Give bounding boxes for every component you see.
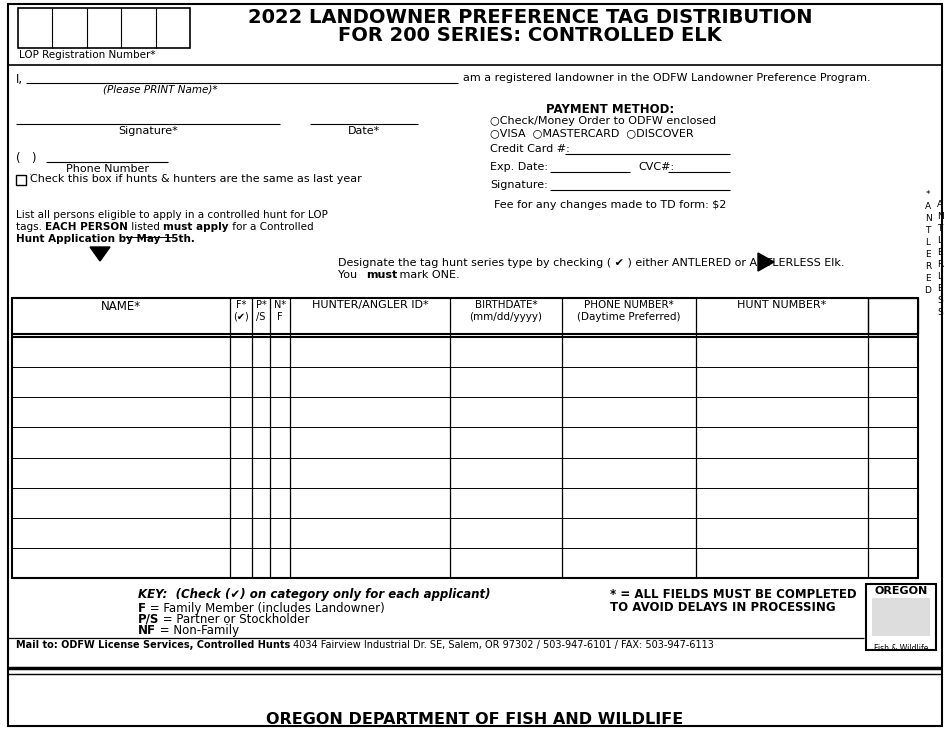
Text: L: L xyxy=(938,272,942,281)
Text: List all persons eligible to apply in a controlled hunt for LOP: List all persons eligible to apply in a … xyxy=(16,210,328,220)
Text: listed: listed xyxy=(128,222,163,232)
Text: □: □ xyxy=(30,174,31,175)
Text: N: N xyxy=(924,214,931,223)
Text: Fee for any changes made to TD form: $2: Fee for any changes made to TD form: $2 xyxy=(494,200,726,210)
Text: tags.: tags. xyxy=(16,222,46,232)
Text: KEY:  (Check (✔) on category only for each applicant): KEY: (Check (✔) on category only for eac… xyxy=(138,588,490,601)
Text: Fish & Wildlife: Fish & Wildlife xyxy=(874,644,928,653)
Text: E: E xyxy=(938,248,942,257)
Text: Hunt Application by May 15th.: Hunt Application by May 15th. xyxy=(16,234,195,244)
Text: PHONE NUMBER*
(Daytime Preferred): PHONE NUMBER* (Daytime Preferred) xyxy=(578,300,681,322)
Text: HUNT NUMBER*: HUNT NUMBER* xyxy=(737,300,826,310)
Text: BIRTHDATE*
(mm/dd/yyyy): BIRTHDATE* (mm/dd/yyyy) xyxy=(469,300,542,322)
Text: P/S: P/S xyxy=(138,613,160,626)
Text: Check this box if hunts & hunters are the same as last year: Check this box if hunts & hunters are th… xyxy=(30,174,362,184)
Text: must apply: must apply xyxy=(163,222,229,232)
Bar xyxy=(872,598,930,636)
Text: = Partner or Stockholder: = Partner or Stockholder xyxy=(160,613,310,626)
Text: D: D xyxy=(924,286,931,295)
Text: = Family Member (includes Landowner): = Family Member (includes Landowner) xyxy=(146,602,385,615)
Text: EACH PERSON: EACH PERSON xyxy=(46,222,128,232)
Text: F*
(✔): F* (✔) xyxy=(233,300,249,322)
Text: E: E xyxy=(925,250,931,259)
Text: T: T xyxy=(925,226,931,235)
Bar xyxy=(16,175,26,185)
Text: Credit Card #:: Credit Card #: xyxy=(490,144,570,154)
Bar xyxy=(868,298,918,334)
Text: L: L xyxy=(925,238,930,247)
Text: E: E xyxy=(925,274,931,283)
Text: Date*: Date* xyxy=(348,126,380,136)
Text: *: * xyxy=(925,190,930,199)
Text: HUNTER/ANGLER ID*: HUNTER/ANGLER ID* xyxy=(312,300,428,310)
Text: L: L xyxy=(938,236,942,245)
Text: ○Check/Money Order to ODFW enclosed: ○Check/Money Order to ODFW enclosed xyxy=(490,116,716,126)
Text: N: N xyxy=(937,212,943,221)
Text: = Non-Family: = Non-Family xyxy=(156,624,239,637)
Text: (   ): ( ) xyxy=(16,152,36,165)
Text: S: S xyxy=(937,296,942,305)
Bar xyxy=(18,8,190,48)
Text: for a Controlled: for a Controlled xyxy=(229,222,314,232)
Text: Designate the tag hunt series type by checking ( ✔ ) either ANTLERED or ANTLERLE: Designate the tag hunt series type by ch… xyxy=(338,258,845,268)
Text: NF: NF xyxy=(138,624,156,637)
Text: OREGON: OREGON xyxy=(874,586,927,596)
Text: TO AVOID DELAYS IN PROCESSING: TO AVOID DELAYS IN PROCESSING xyxy=(610,601,836,614)
Text: Mail to: ODFW License Services, Controlled Hunts: Mail to: ODFW License Services, Controll… xyxy=(16,640,291,650)
Polygon shape xyxy=(758,253,774,271)
Text: A: A xyxy=(925,202,931,211)
Text: F: F xyxy=(138,602,146,615)
Bar xyxy=(12,298,918,578)
Text: NAME*: NAME* xyxy=(101,300,141,313)
Text: Exp. Date:: Exp. Date: xyxy=(490,162,548,172)
Text: ○VISA  ○MASTERCARD  ○DISCOVER: ○VISA ○MASTERCARD ○DISCOVER xyxy=(490,128,694,138)
Text: LOP Registration Number*: LOP Registration Number* xyxy=(19,50,156,60)
Text: A: A xyxy=(937,200,943,209)
Text: You: You xyxy=(338,270,361,280)
Text: * = ALL FIELDS MUST BE COMPLETED: * = ALL FIELDS MUST BE COMPLETED xyxy=(610,588,857,601)
Text: PAYMENT METHOD:: PAYMENT METHOD: xyxy=(546,103,674,116)
Text: mark ONE.: mark ONE. xyxy=(396,270,460,280)
Text: am a registered landowner in the ODFW Landowner Preference Program.: am a registered landowner in the ODFW La… xyxy=(463,73,870,83)
Text: T: T xyxy=(938,224,942,233)
Text: OREGON DEPARTMENT OF FISH AND WILDLIFE: OREGON DEPARTMENT OF FISH AND WILDLIFE xyxy=(266,712,684,727)
Text: CVC#:: CVC#: xyxy=(638,162,674,172)
Text: R: R xyxy=(925,262,931,271)
Text: FOR 200 SERIES: CONTROLLED ELK: FOR 200 SERIES: CONTROLLED ELK xyxy=(338,26,722,45)
Text: I,: I, xyxy=(16,73,23,86)
Text: 4034 Fairview Industrial Dr. SE, Salem, OR 97302 / 503-947-6101 / FAX: 503-947-6: 4034 Fairview Industrial Dr. SE, Salem, … xyxy=(291,640,714,650)
Text: Phone Number: Phone Number xyxy=(66,164,148,174)
Text: (Please PRINT Name)*: (Please PRINT Name)* xyxy=(103,85,218,95)
Text: Signature*: Signature* xyxy=(118,126,178,136)
Text: P*
/S: P* /S xyxy=(256,300,266,322)
Text: S: S xyxy=(937,308,942,317)
Text: must: must xyxy=(366,270,397,280)
Polygon shape xyxy=(90,247,110,261)
Bar xyxy=(866,584,936,650)
Text: E: E xyxy=(938,284,942,293)
Text: N*
F: N* F xyxy=(274,300,286,322)
Text: Signature:: Signature: xyxy=(490,180,548,190)
Text: R: R xyxy=(937,260,943,269)
Text: 2022 LANDOWNER PREFERENCE TAG DISTRIBUTION: 2022 LANDOWNER PREFERENCE TAG DISTRIBUTI… xyxy=(248,8,812,27)
